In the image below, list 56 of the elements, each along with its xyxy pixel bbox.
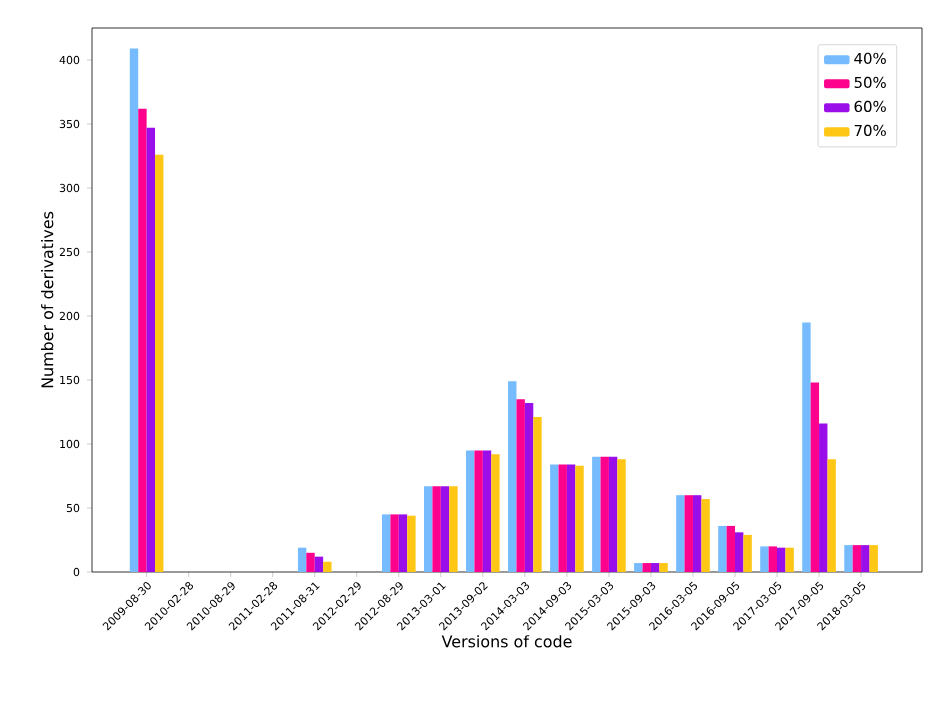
bar <box>297 547 307 572</box>
bar <box>634 563 643 572</box>
bar <box>381 514 391 572</box>
bar <box>129 48 139 572</box>
bar <box>743 534 752 572</box>
bar <box>827 459 836 572</box>
bar <box>558 464 567 572</box>
bar <box>466 450 475 572</box>
bar <box>491 454 500 572</box>
bar <box>810 382 820 572</box>
bar <box>575 465 584 572</box>
bar <box>600 456 609 572</box>
bar <box>482 450 492 572</box>
bar <box>398 514 408 572</box>
bar <box>432 486 441 572</box>
bar <box>701 499 710 572</box>
bar <box>642 563 651 572</box>
bar <box>608 456 618 572</box>
bar <box>323 561 332 572</box>
bar <box>844 545 853 572</box>
bar <box>508 381 517 572</box>
bar <box>550 464 559 572</box>
bar <box>734 532 744 572</box>
bar <box>424 486 433 572</box>
bar <box>676 495 685 572</box>
bar <box>869 545 878 572</box>
bar <box>306 552 315 572</box>
bar <box>819 423 828 572</box>
bar <box>533 417 542 572</box>
bar <box>407 515 416 572</box>
bar <box>659 563 668 572</box>
bar <box>138 108 147 572</box>
bar <box>592 456 601 572</box>
bar <box>146 127 156 572</box>
bar <box>760 546 769 572</box>
bar <box>785 547 794 572</box>
bar <box>314 556 324 572</box>
bar <box>768 546 778 572</box>
bar <box>474 450 483 572</box>
bar <box>852 545 862 572</box>
bar <box>692 495 702 572</box>
bar <box>861 545 870 572</box>
bar <box>524 403 534 572</box>
bar <box>726 525 735 572</box>
bar <box>650 563 660 572</box>
bar <box>390 514 399 572</box>
bar <box>777 547 786 572</box>
bar <box>155 154 164 572</box>
bar <box>566 464 576 572</box>
bar <box>617 459 626 572</box>
bar <box>440 486 450 572</box>
bar <box>449 486 458 572</box>
bar <box>718 525 727 572</box>
bar <box>516 399 525 572</box>
bar <box>802 322 811 572</box>
bar <box>684 495 693 572</box>
